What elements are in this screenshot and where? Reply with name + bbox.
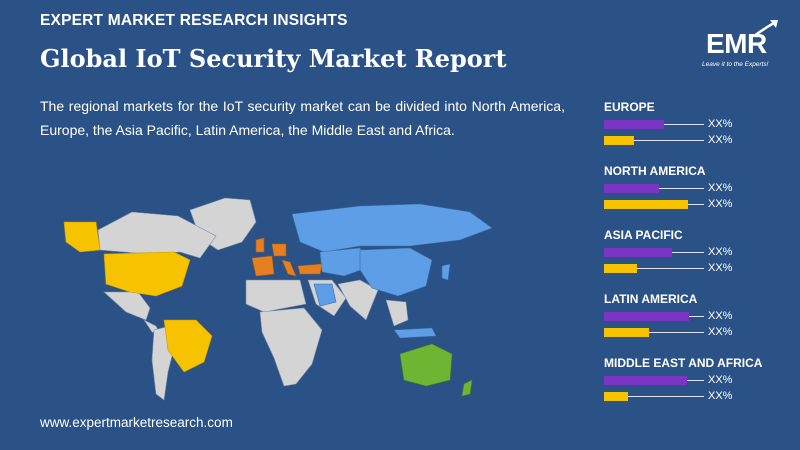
bar-asia-pacific-series-2 [604, 264, 637, 273]
brazil-shape [163, 319, 213, 373]
regional-bar-chart: EUROPE XX% XX% NORTH AMERICA XX% XX% ASIA PACI… [604, 100, 794, 410]
bar-track [604, 140, 704, 141]
north-africa-shape [245, 279, 307, 313]
bar-track [604, 332, 704, 333]
russia-shape [291, 203, 493, 253]
logo-arrow-icon [753, 20, 778, 38]
region-label-latin-america: LATIN AMERICA [604, 292, 698, 306]
germany-shape [271, 243, 287, 257]
bar-middle-east-and-africa-series-1 [604, 376, 687, 385]
bar-value-label: XX% [708, 374, 733, 386]
world-map [63, 197, 493, 401]
bar-value-label: XX% [708, 310, 733, 322]
alaska-shape [63, 221, 101, 253]
bar-value-label: XX% [708, 198, 733, 210]
central-asia-shape [319, 247, 373, 277]
new-zealand-shape [461, 379, 473, 397]
bar-europe-series-2 [604, 136, 634, 145]
website-url[interactable]: www.expertmarketresearch.com [40, 415, 233, 430]
bar-value-label: XX% [708, 390, 733, 402]
bar-value-label: XX% [708, 246, 733, 258]
bar-value-label: XX% [708, 326, 733, 338]
region-label-asia-pacific: ASIA PACIFIC [604, 228, 683, 242]
bar-north-america-series-1 [604, 184, 659, 193]
turkey-shape [297, 263, 323, 275]
kicker-heading: EXPERT MARKET RESEARCH INSIGHTS [40, 12, 348, 29]
logo-tagline: Leave it to the Experts! [702, 61, 769, 68]
logo-text: EMR [706, 28, 767, 59]
region-label-north-america: NORTH AMERICA [604, 164, 706, 178]
indonesia-shape [393, 327, 437, 339]
emr-logo: EMR Leave it to the Experts! [696, 16, 792, 76]
canada-shape [97, 211, 217, 259]
southeast-asia-shape [385, 299, 409, 327]
bar-europe-series-1 [604, 120, 664, 129]
bar-middle-east-and-africa-series-2 [604, 392, 628, 401]
bar-track [604, 396, 704, 397]
bar-latin-america-series-1 [604, 312, 689, 321]
usa-shape [103, 251, 191, 297]
arabia-shape [313, 283, 337, 307]
bar-north-america-series-2 [604, 200, 688, 209]
region-label-middle-east-and-africa: MIDDLE EAST AND AFRICA [604, 356, 763, 370]
uk-shape [255, 237, 265, 253]
france-spain-shape [251, 255, 275, 277]
south-asia-shape [337, 279, 379, 321]
bar-value-label: XX% [708, 182, 733, 194]
japan-shape [441, 263, 451, 281]
bar-latin-america-series-2 [604, 328, 649, 337]
italy-shape [281, 259, 297, 277]
australia-shape [399, 343, 453, 387]
page-title: Global IoT Security Market Report [40, 44, 507, 73]
bar-track [604, 268, 704, 269]
description-text: The regional markets for the IoT securit… [40, 98, 565, 138]
bar-value-label: XX% [708, 262, 733, 274]
china-shape [359, 247, 433, 297]
region-label-europe: EUROPE [604, 100, 655, 114]
africa-shape [259, 307, 323, 387]
bar-asia-pacific-series-1 [604, 248, 672, 257]
bar-value-label: XX% [708, 118, 733, 130]
bar-value-label: XX% [708, 134, 733, 146]
mexico-shape [103, 291, 151, 321]
